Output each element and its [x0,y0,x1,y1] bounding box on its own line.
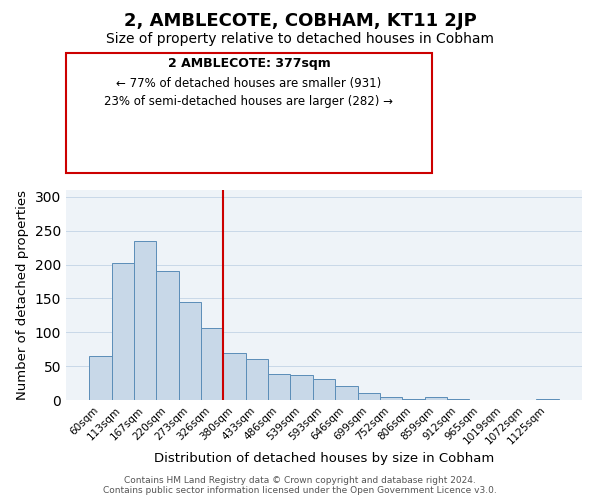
Text: Contains HM Land Registry data © Crown copyright and database right 2024.: Contains HM Land Registry data © Crown c… [124,476,476,485]
Text: 2, AMBLECOTE, COBHAM, KT11 2JP: 2, AMBLECOTE, COBHAM, KT11 2JP [124,12,476,30]
X-axis label: Distribution of detached houses by size in Cobham: Distribution of detached houses by size … [154,452,494,465]
Bar [380,396,402,400]
Bar [335,386,358,400]
Bar [223,354,246,400]
Bar [89,356,112,400]
Bar [268,374,290,400]
Text: 2 AMBLECOTE: 377sqm: 2 AMBLECOTE: 377sqm [167,58,331,70]
Bar [179,302,201,400]
Bar [313,379,335,400]
Text: Size of property relative to detached houses in Cobham: Size of property relative to detached ho… [106,32,494,46]
Bar [425,398,447,400]
Bar [358,393,380,400]
Bar [246,358,268,400]
Bar [112,263,134,400]
Text: ← 77% of detached houses are smaller (931): ← 77% of detached houses are smaller (93… [116,76,382,90]
Bar [157,270,179,400]
Y-axis label: Number of detached properties: Number of detached properties [16,190,29,400]
Bar [201,328,223,400]
Text: Contains public sector information licensed under the Open Government Licence v3: Contains public sector information licen… [103,486,497,495]
Bar [134,242,157,400]
Text: 23% of semi-detached houses are larger (282) →: 23% of semi-detached houses are larger (… [104,96,394,108]
Bar [290,375,313,400]
